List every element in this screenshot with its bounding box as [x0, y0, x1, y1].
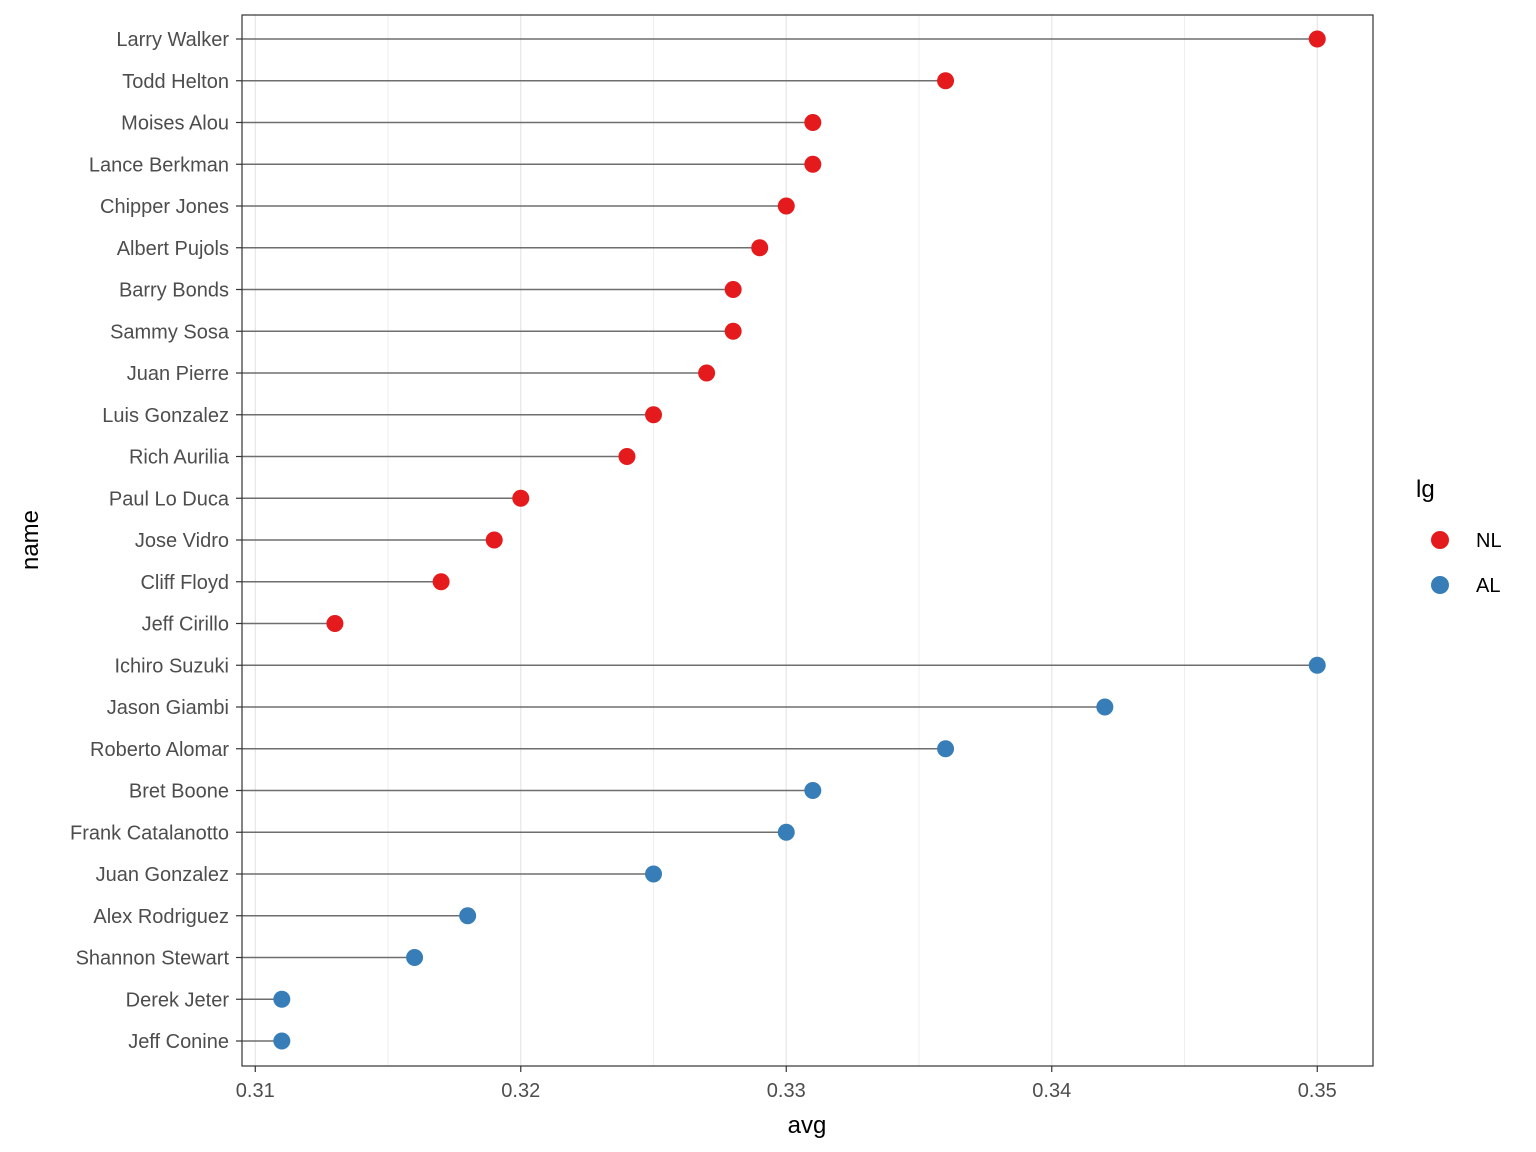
- lollipop-stems: [242, 38, 1318, 1042]
- data-point: [459, 907, 477, 925]
- y-tick-label: Chipper Jones: [100, 196, 229, 218]
- y-axis: Larry Walker Todd Helton Moises Alou Lance …: [70, 29, 242, 1053]
- data-point: [273, 990, 291, 1008]
- data-point: [777, 823, 795, 841]
- y-tick-label: Jeff Conine: [128, 1031, 229, 1053]
- legend-key-al: [1431, 576, 1449, 594]
- legend-title: lg: [1416, 476, 1435, 503]
- y-tick-label: Jeff Cirillo: [142, 614, 229, 636]
- data-point: [512, 489, 530, 507]
- data-point: [804, 155, 822, 173]
- data-point: [698, 364, 716, 382]
- legend-label-al: AL: [1476, 575, 1500, 597]
- data-point: [618, 448, 636, 465]
- lollipop-points: [273, 30, 1326, 1050]
- x-tick-label: 0.34: [1032, 1080, 1071, 1102]
- y-tick-label: Todd Helton: [122, 71, 229, 93]
- data-point: [804, 114, 822, 131]
- data-point: [1308, 656, 1326, 674]
- y-tick-label: Jason Giambi: [107, 697, 229, 719]
- data-point: [937, 72, 955, 90]
- data-point: [777, 197, 795, 215]
- x-tick-label: 0.35: [1298, 1080, 1337, 1102]
- data-point: [485, 531, 503, 549]
- data-point: [432, 573, 450, 591]
- data-point: [326, 615, 344, 632]
- y-tick-label: Juan Gonzalez: [96, 864, 229, 886]
- data-point: [724, 322, 742, 340]
- legend: lg NL AL: [1416, 476, 1502, 597]
- legend-entries: NL AL: [1431, 530, 1502, 597]
- y-tick-label: Lance Berkman: [89, 154, 229, 176]
- data-point: [804, 782, 822, 799]
- y-tick-label: Albert Pujols: [117, 238, 229, 260]
- data-point: [645, 406, 663, 424]
- y-tick-label: Bret Boone: [129, 781, 229, 803]
- y-tick-label: Barry Bonds: [119, 280, 229, 302]
- y-tick-label: Alex Rodriguez: [93, 906, 229, 928]
- data-point: [724, 281, 742, 298]
- y-tick-label: Jose Vidro: [135, 530, 229, 552]
- y-tick-label: Luis Gonzalez: [102, 405, 229, 427]
- y-tick-label: Larry Walker: [116, 29, 229, 51]
- data-point: [406, 949, 424, 966]
- x-tick-label: 0.32: [501, 1080, 540, 1102]
- data-point: [937, 740, 955, 758]
- data-point: [645, 865, 663, 883]
- data-point: [1308, 30, 1326, 48]
- y-tick-label: Roberto Alomar: [90, 739, 229, 761]
- y-tick-label: Sammy Sosa: [110, 321, 230, 343]
- y-tick-label: Moises Alou: [121, 113, 229, 135]
- y-tick-label: Ichiro Suzuki: [115, 655, 230, 677]
- y-tick-label: Derek Jeter: [126, 989, 230, 1011]
- x-axis: 0.31 0.32 0.33 0.34 0.35: [236, 1066, 1337, 1102]
- y-tick-label: Shannon Stewart: [76, 948, 230, 970]
- y-tick-label: Cliff Floyd: [140, 572, 229, 594]
- y-tick-label: Juan Pierre: [127, 363, 229, 385]
- data-point: [1096, 698, 1114, 716]
- y-tick-label: Paul Lo Duca: [109, 488, 230, 510]
- data-point: [273, 1032, 291, 1050]
- x-tick-label: 0.33: [767, 1080, 806, 1102]
- x-axis-title: avg: [788, 1112, 827, 1139]
- x-tick-label: 0.31: [236, 1080, 275, 1102]
- legend-label-nl: NL: [1476, 530, 1502, 552]
- y-tick-label: Rich Aurilia: [129, 447, 230, 469]
- y-axis-title: name: [17, 510, 44, 570]
- data-point: [751, 239, 769, 257]
- y-tick-label: Frank Catalanotto: [70, 822, 229, 844]
- legend-key-nl: [1431, 531, 1449, 549]
